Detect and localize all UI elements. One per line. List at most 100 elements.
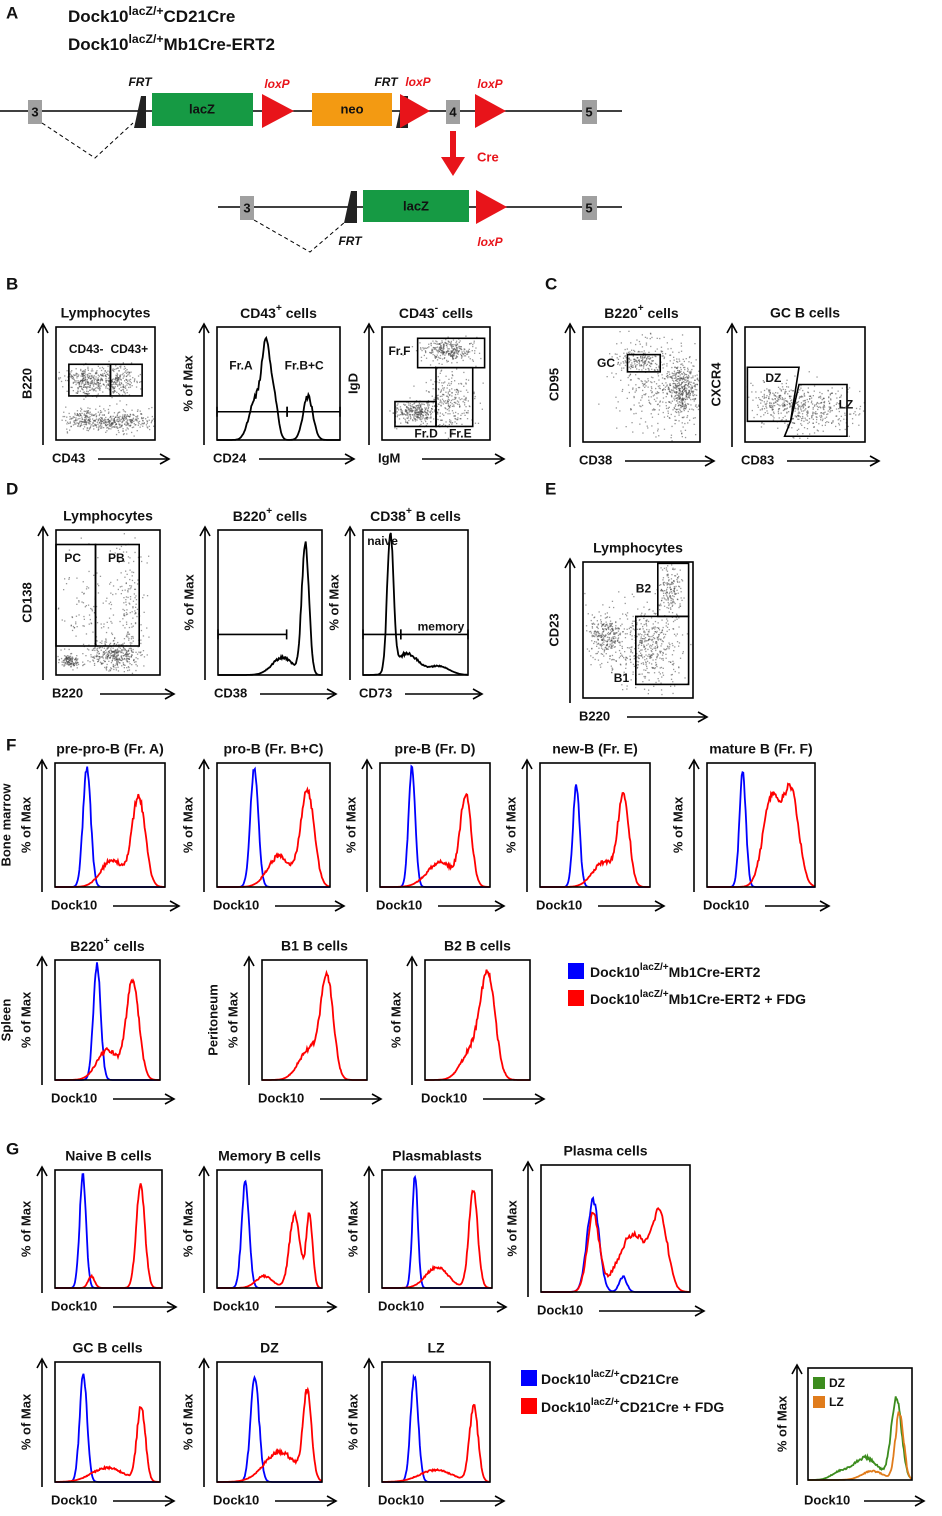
event-dot	[429, 411, 431, 413]
event-dot	[87, 587, 90, 589]
arrow-head	[344, 525, 356, 537]
event-dot	[673, 380, 675, 382]
event-dot	[676, 358, 678, 360]
event-dot	[833, 405, 835, 407]
plot-title: GC B cells	[770, 305, 840, 321]
event-dot	[632, 615, 634, 618]
event-dot	[777, 409, 780, 411]
event-dot	[806, 419, 808, 421]
event-dot	[76, 603, 78, 605]
event-dot	[640, 399, 642, 401]
event-dot	[86, 586, 88, 588]
arrow-head	[726, 322, 738, 334]
event-dot	[647, 639, 650, 642]
event-dot	[635, 390, 637, 392]
event-dot	[404, 409, 407, 411]
event-dot	[613, 633, 615, 635]
event-dot	[694, 379, 696, 381]
event-dot	[448, 340, 450, 343]
event-dot	[631, 622, 633, 625]
event-dot	[447, 348, 449, 350]
event-dot	[125, 372, 128, 374]
event-dot	[597, 639, 599, 641]
event-dot	[85, 378, 87, 381]
event-dot	[126, 573, 128, 575]
event-dot	[812, 406, 814, 409]
event-dot	[127, 653, 129, 655]
event-dot	[678, 382, 680, 384]
event-dot	[597, 642, 600, 644]
event-dot	[682, 375, 685, 378]
event-dot	[85, 605, 87, 607]
event-dot	[658, 671, 660, 673]
event-dot	[670, 678, 673, 680]
plot-title: Lymphocytes	[63, 508, 153, 524]
event-dot	[617, 362, 619, 364]
event-dot	[687, 403, 690, 405]
event-dot	[96, 649, 98, 651]
event-dot	[604, 635, 606, 638]
event-dot	[672, 644, 674, 647]
event-dot	[453, 352, 455, 354]
event-dot	[409, 410, 411, 413]
event-dot	[442, 348, 444, 350]
event-dot	[120, 651, 122, 653]
event-dot	[120, 378, 122, 381]
event-dot	[71, 658, 73, 661]
event-dot	[82, 602, 85, 604]
event-dot	[420, 410, 422, 413]
event-dot	[93, 425, 95, 427]
event-dot	[585, 625, 588, 627]
event-dot	[763, 397, 765, 399]
event-dot	[660, 604, 662, 607]
event-dot	[786, 411, 788, 413]
event-dot	[600, 666, 602, 668]
event-dot	[453, 405, 455, 408]
event-dot	[110, 423, 113, 425]
event-dot	[73, 421, 75, 423]
event-dot	[624, 360, 626, 362]
event-dot	[653, 381, 656, 383]
event-dot	[627, 351, 630, 353]
event-dot	[678, 412, 680, 414]
event-dot	[475, 347, 477, 349]
event-dot	[681, 416, 683, 419]
event-dot	[119, 365, 121, 368]
event-dot	[134, 588, 136, 590]
event-dot	[138, 651, 140, 653]
event-dot	[95, 390, 97, 392]
event-dot	[642, 385, 644, 387]
event-dot	[84, 376, 86, 378]
event-dot	[436, 341, 438, 343]
event-dot	[116, 375, 118, 378]
event-dot	[800, 405, 803, 408]
event-dot	[464, 404, 466, 406]
event-dot	[620, 369, 623, 371]
event-dot	[97, 377, 99, 379]
event-dot	[665, 582, 667, 584]
event-dot	[684, 385, 686, 387]
event-dot	[679, 396, 681, 398]
event-dot	[662, 626, 664, 629]
event-dot	[122, 416, 124, 418]
event-dot	[815, 416, 817, 418]
event-dot	[83, 398, 85, 400]
event-dot	[85, 423, 87, 425]
event-dot	[74, 412, 76, 414]
event-dot	[140, 388, 142, 390]
event-dot	[628, 391, 630, 394]
event-dot	[643, 630, 645, 632]
event-dot	[609, 643, 611, 645]
event-dot	[91, 424, 93, 426]
event-dot	[84, 372, 86, 374]
event-dot	[474, 397, 476, 400]
event-dot	[105, 631, 108, 634]
event-dot	[639, 423, 641, 425]
event-dot	[447, 391, 449, 393]
event-dot	[445, 412, 447, 414]
event-dot	[642, 663, 645, 665]
event-dot	[641, 654, 643, 656]
event-dot	[674, 366, 676, 368]
event-dot	[449, 413, 451, 415]
event-dot	[676, 614, 678, 617]
